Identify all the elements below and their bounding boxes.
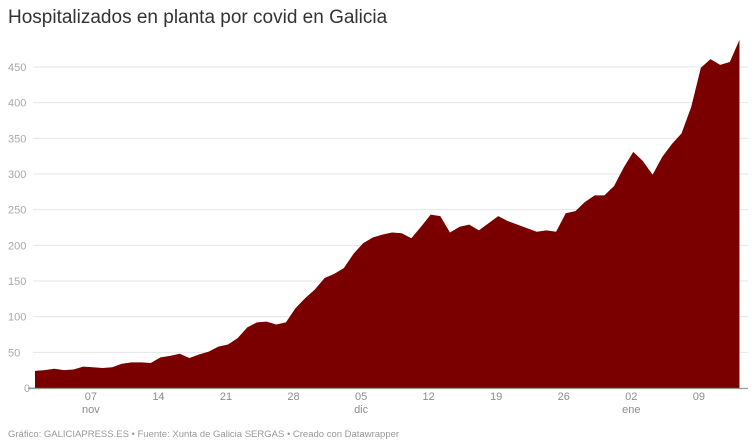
y-axis-ticks: 0 50 100 150 200 250 300 350 400 450 xyxy=(8,62,35,395)
y-tick-label: 0 xyxy=(24,383,30,395)
x-tick-label: 09 xyxy=(693,391,705,403)
x-tick-label: 12 xyxy=(423,391,435,403)
x-tick-label: 21 xyxy=(220,391,232,403)
y-tick-label: 250 xyxy=(8,205,26,217)
y-tick-label: 300 xyxy=(8,169,26,181)
x-tick-label: 07 xyxy=(85,391,97,403)
x-tick-label: 26 xyxy=(558,391,570,403)
x-tick-label: 19 xyxy=(490,391,502,403)
chart-title: Hospitalizados en planta por covid en Ga… xyxy=(8,7,388,28)
y-tick-label: 200 xyxy=(8,240,26,252)
x-tick-label: 28 xyxy=(287,391,299,403)
y-tick-label: 450 xyxy=(8,62,26,74)
y-tick-label: 50 xyxy=(8,347,20,359)
area-series xyxy=(35,39,740,388)
y-tick-label: 150 xyxy=(8,276,26,288)
x-tick-label: 02 xyxy=(625,391,637,403)
x-tick-month-label: nov xyxy=(82,404,100,416)
x-tick-label: 05 xyxy=(355,391,367,403)
y-tick-label: 350 xyxy=(8,133,26,145)
y-tick-label: 400 xyxy=(8,98,26,110)
chart-footer: Gráfico: GALICIAPRESS.ES • Fuente: Xunta… xyxy=(8,429,400,440)
y-tick-label: 100 xyxy=(8,312,26,324)
x-tick-label: 14 xyxy=(152,391,164,403)
x-tick-month-label: ene xyxy=(622,404,640,416)
x-tick-month-label: dic xyxy=(354,404,369,416)
